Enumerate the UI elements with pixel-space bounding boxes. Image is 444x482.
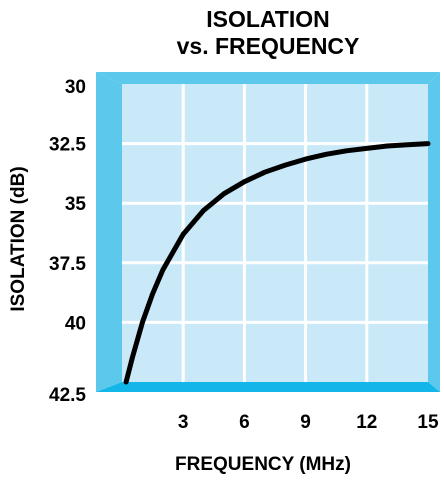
plot-area [122,84,428,382]
y-axis-title: ISOLATION (dB) [8,166,29,311]
isolation-curve [123,141,431,385]
x-tick-label-1: 6 [239,412,250,433]
y-tick-label-2: 35 [65,194,87,215]
y-axis-ticks: 30 32.5 35 37.5 40 42.5 [49,77,86,406]
grid-lines [122,84,428,382]
y-tick-label-4: 40 [65,313,86,334]
y-tick-label-3: 37.5 [49,254,86,275]
x-axis-ticks: 3 6 9 12 15 [178,412,439,433]
y-tick-label-0: 30 [65,77,86,98]
y-tick-label-5: 42.5 [49,385,86,406]
plot-frame-bottom [96,382,440,392]
plot-frame-left [96,72,122,392]
x-tick-label-0: 3 [178,412,189,433]
x-tick-label-3: 12 [356,412,377,433]
chart-title: ISOLATION vs. FREQUENCY [177,6,360,59]
plot-frame-right [428,72,440,392]
chart-title-line-2: vs. FREQUENCY [177,33,360,59]
x-tick-label-4: 15 [417,412,439,433]
plot-frame-top [96,72,440,84]
x-axis-title: FREQUENCY (MHz) [175,454,351,475]
x-tick-label-2: 9 [300,412,311,433]
y-tick-label-1: 32.5 [49,135,86,156]
chart-title-line-1: ISOLATION [206,6,330,32]
